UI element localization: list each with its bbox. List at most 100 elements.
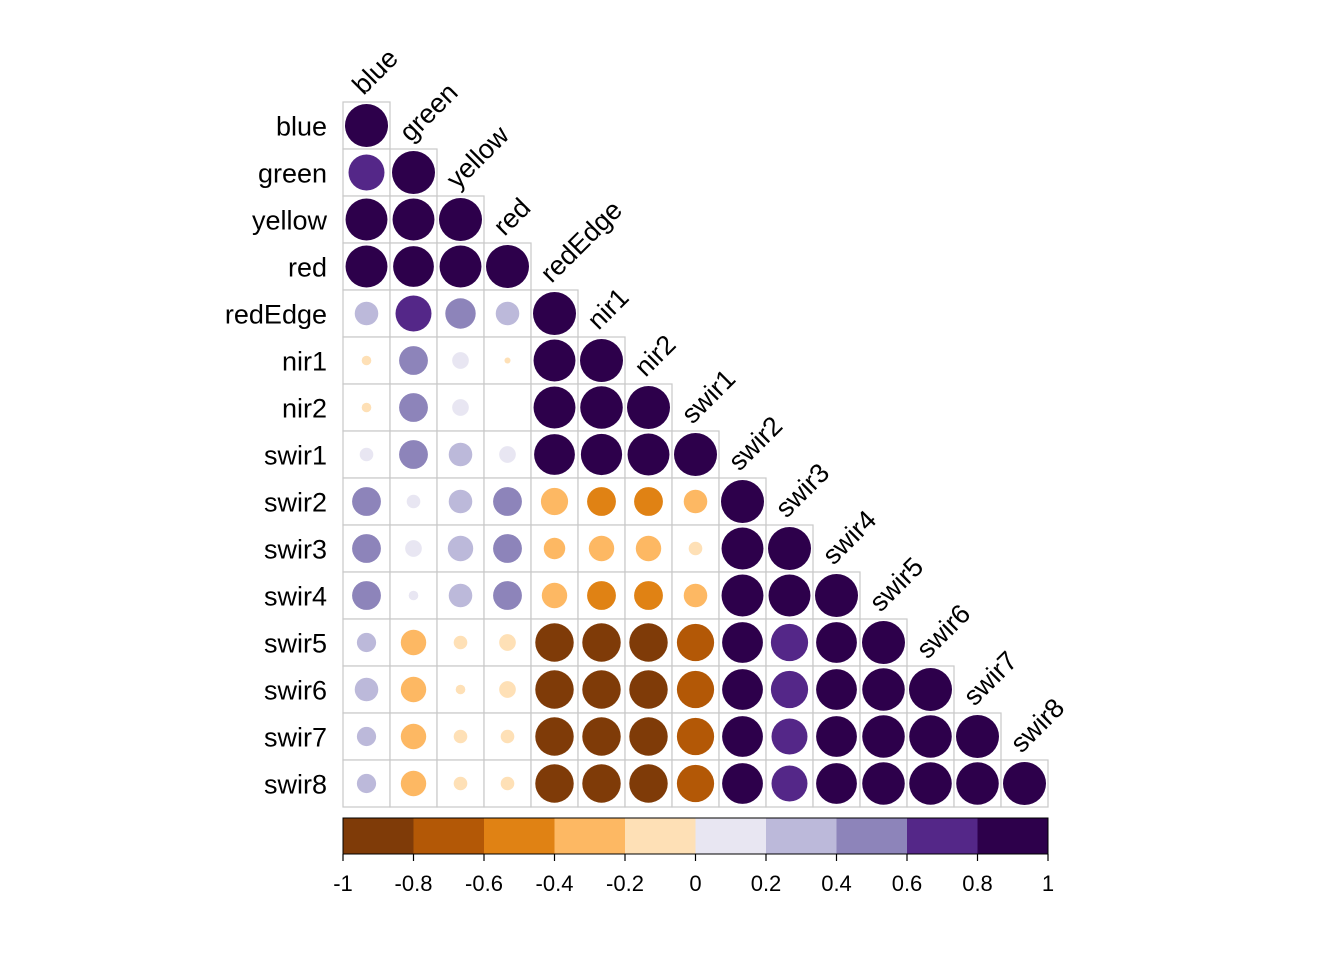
column-label: swir6 [911, 598, 977, 664]
correlation-circle: swir7 / red [500, 729, 515, 744]
correlation-circle: swir8 / swir6 [909, 762, 952, 805]
correlation-circle: swir5 / red [499, 634, 516, 651]
correlation-circle: swir8 / green [400, 770, 427, 797]
colorbar-segment [766, 818, 837, 854]
correlation-circle: swir8 / swir1 [676, 764, 715, 803]
correlation-circle: swir6 / blue [354, 677, 379, 702]
correlation-circle: swir2 / swir1 [683, 489, 708, 514]
correlation-circle: swir8 / redEdge [535, 764, 574, 803]
correlation-circle: red / red [486, 245, 529, 288]
correlation-circle: green / green [392, 151, 435, 194]
correlation-circle: swir6 / red [499, 681, 516, 698]
correlation-circle: nir1 / yellow [452, 352, 469, 369]
correlation-circle: swir1 / nir1 [580, 433, 623, 476]
row-label: nir2 [282, 394, 327, 424]
colorbar-tick-label: 0 [689, 871, 701, 896]
correlation-circle: swir5 / nir1 [582, 623, 621, 662]
correlation-circle: swir3 / swir2 [721, 527, 764, 570]
correlation-circle: green / blue [348, 154, 385, 191]
correlation-circle: swir5 / swir1 [676, 623, 715, 662]
correlation-circle: nir1 / blue [361, 355, 372, 366]
correlation-circle: swir8 / nir1 [582, 764, 621, 803]
correlation-circle: swir6 / yellow [455, 684, 466, 695]
correlation-circle: swir8 / swir8 [1003, 762, 1046, 805]
correlation-circle: swir7 / nir2 [629, 717, 668, 756]
correlation-circle: swir4 / nir1 [587, 581, 616, 610]
correlation-circle: swir3 / yellow [447, 535, 474, 562]
correlation-circle: swir4 / swir1 [683, 583, 708, 608]
colorbar-tick-label: 0.6 [892, 871, 923, 896]
correlation-circle: swir8 / blue [356, 773, 377, 794]
column-label: yellow [441, 120, 516, 195]
correlation-circle: swir8 / red [500, 776, 515, 791]
correlation-circle: swir2 / nir1 [587, 487, 616, 516]
correlation-circle: swir4 / yellow [448, 583, 473, 608]
row-label: yellow [252, 206, 328, 236]
column-label: swir2 [723, 410, 789, 476]
row-label: redEdge [225, 300, 327, 330]
colorbar-segment [907, 818, 978, 854]
row-label: swir3 [264, 535, 327, 565]
correlation-circle: nir1 / redEdge [533, 339, 576, 382]
colorbar: -1 -0.8 -0.6 -0.4 -0.2 0 0.2 0.4 0.6 0.8 1 [333, 817, 1054, 896]
correlation-circle: swir5 / swir4 [816, 622, 857, 663]
column-label: blue [347, 43, 404, 100]
row-label: red [288, 253, 327, 283]
column-label: swir5 [864, 551, 930, 617]
row-label: nir1 [282, 347, 327, 377]
correlation-circle: swir7 / swir5 [862, 715, 905, 758]
correlation-circle: nir1 / green [399, 346, 428, 375]
correlation-circle: swir6 / nir1 [582, 670, 621, 709]
colorbar-segment [695, 818, 767, 854]
correlation-circle: swir7 / swir6 [909, 715, 952, 758]
row-label: blue [276, 112, 327, 142]
column-label: swir7 [958, 645, 1024, 711]
correlation-circle: swir8 / swir4 [816, 763, 857, 804]
correlation-circle: redEdge / blue [354, 301, 379, 326]
correlation-circle: swir1 / green [399, 440, 428, 469]
grid-cell [483, 383, 532, 432]
correlation-circle: swir2 / blue [352, 487, 381, 516]
correlation-circle: swir1 / redEdge [534, 434, 575, 475]
correlation-circle: swir6 / swir6 [909, 668, 952, 711]
correlation-circle: swir4 / nir2 [634, 581, 663, 610]
correlation-circle: swir2 / green [406, 494, 421, 509]
correlation-circle: swir8 / nir2 [629, 764, 668, 803]
correlation-circle: swir3 / redEdge [543, 537, 566, 560]
correlation-circle: swir1 / red [499, 446, 516, 463]
correlation-circle: swir3 / red [493, 534, 522, 563]
correlation-circle: red / green [393, 246, 434, 287]
correlation-circle: swir7 / swir2 [722, 716, 763, 757]
correlation-circle: swir5 / nir2 [629, 623, 668, 662]
correlation-circle: red / yellow [439, 245, 482, 288]
correlation-circle: blue / blue [345, 104, 388, 147]
correlation-circle: nir2 / blue [361, 402, 372, 413]
correlation-circle: swir6 / redEdge [535, 670, 574, 709]
correlation-circle: swir4 / green [408, 590, 419, 601]
correlation-circle: nir1 / nir1 [580, 339, 623, 382]
correlation-circle: swir7 / yellow [453, 729, 468, 744]
correlation-circle: swir7 / swir4 [816, 716, 857, 757]
correlation-circle: swir5 / blue [356, 632, 377, 653]
correlation-circle: swir8 / swir3 [771, 765, 808, 802]
colorbar-tick-label: -0.4 [536, 871, 574, 896]
correlation-circle: swir4 / red [493, 581, 522, 610]
correlation-circle: swir4 / swir2 [721, 574, 764, 617]
row-label: green [258, 159, 327, 189]
correlation-circle: swir3 / nir2 [635, 535, 662, 562]
column-label: red [488, 192, 537, 241]
correlation-circle: swir8 / swir2 [722, 763, 763, 804]
colorbar-tick-label: 0.2 [751, 871, 782, 896]
correlation-circle: nir2 / redEdge [533, 386, 576, 429]
correlation-circle: swir2 / swir2 [721, 480, 764, 523]
row-label: swir5 [264, 629, 327, 659]
correlation-circle: swir7 / swir1 [676, 717, 715, 756]
correlation-circle: swir7 / swir7 [956, 715, 999, 758]
column-label: swir3 [770, 457, 836, 523]
correlation-circle: swir5 / redEdge [535, 623, 574, 662]
column-label: swir1 [676, 363, 742, 429]
colorbar-tick-label: -1 [333, 871, 353, 896]
colorbar-tick-label: 1 [1042, 871, 1054, 896]
column-label: redEdge [535, 195, 628, 288]
